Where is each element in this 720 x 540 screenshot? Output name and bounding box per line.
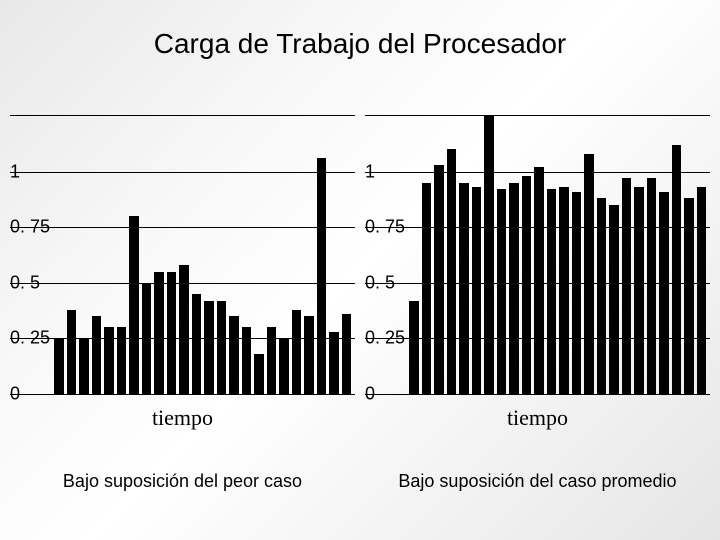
bar	[329, 332, 339, 394]
bar	[192, 294, 202, 394]
chart-area-right: 10. 750. 50. 250	[365, 115, 710, 395]
bar	[622, 178, 632, 394]
bar	[217, 301, 227, 394]
ytick-label: 0	[10, 384, 24, 405]
bar	[279, 338, 289, 394]
ytick-label: 0. 25	[10, 328, 54, 349]
page-title: Carga de Trabajo del Procesador	[0, 28, 720, 60]
ytick-label: 0. 75	[10, 217, 54, 238]
bar	[317, 158, 327, 394]
bar	[584, 154, 594, 394]
bar	[267, 327, 277, 394]
bar	[609, 205, 619, 394]
bar	[304, 316, 314, 394]
bar	[154, 272, 164, 394]
ytick-label: 0. 75	[365, 217, 409, 238]
ytick-label: 0. 5	[10, 272, 44, 293]
bar	[54, 338, 64, 394]
bar	[104, 327, 114, 394]
bar	[572, 192, 582, 394]
bar	[559, 187, 569, 394]
bar	[697, 187, 707, 394]
bars-left	[54, 116, 351, 394]
bar	[472, 187, 482, 394]
bar	[447, 149, 457, 394]
ytick-label: 0	[365, 384, 379, 405]
bar	[409, 301, 419, 394]
ytick-label: 0. 25	[365, 328, 409, 349]
bar	[647, 178, 657, 394]
bar	[484, 116, 494, 394]
bar	[684, 198, 694, 394]
bar	[167, 272, 177, 394]
bar	[534, 167, 544, 394]
chart-area-left: 10. 750. 50. 250	[10, 115, 355, 395]
bar	[242, 327, 252, 394]
chart-left: 1 0. 75 0. 5 0. 25 0tiempo Bajo suposición de…	[10, 115, 355, 492]
bar	[79, 338, 89, 394]
bar	[522, 176, 532, 394]
ytick-label: 1	[10, 161, 24, 182]
bar	[547, 189, 557, 394]
xlabel: tiempo	[365, 405, 710, 431]
charts-row: 10. 750. 50. 250tiempoBajo suposición de…	[10, 115, 710, 492]
bar	[509, 183, 519, 394]
bar	[659, 192, 669, 394]
bar	[229, 316, 239, 394]
ytick-label: 0. 5	[365, 272, 399, 293]
bar	[254, 354, 264, 394]
bar	[129, 216, 139, 394]
bar	[179, 265, 189, 394]
bar	[67, 310, 77, 395]
bar	[634, 187, 644, 394]
bar	[92, 316, 102, 394]
chart-caption-left: Bajo suposición del peor caso	[10, 471, 355, 492]
bar	[434, 165, 444, 394]
bars-right	[409, 116, 706, 394]
chart-right: 1 0. 75 0. 5 0. 25 0tiempo Bajo suposición de…	[365, 115, 710, 492]
bar	[597, 198, 607, 394]
bar	[292, 310, 302, 395]
chart-caption-right: Bajo suposición del caso promedio	[365, 471, 710, 492]
bar	[142, 283, 152, 394]
bar	[497, 189, 507, 394]
bar	[204, 301, 214, 394]
ytick-label: 1	[365, 161, 379, 182]
bar	[422, 183, 432, 394]
xlabel: tiempo	[10, 405, 355, 431]
bar	[459, 183, 469, 394]
bar	[672, 145, 682, 394]
bar	[117, 327, 127, 394]
bar	[342, 314, 352, 394]
